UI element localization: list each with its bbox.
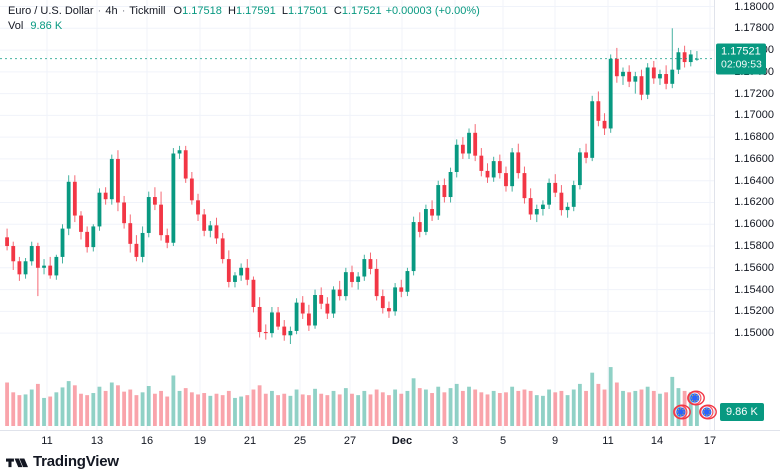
candlestick-series [5,28,699,426]
price-tick-label: 1.18000 [734,0,774,13]
price-tick-label: 1.15200 [734,305,774,318]
time-tick-label: 5 [499,435,507,447]
time-tick-label: 13 [90,435,104,447]
economic-event-marker[interactable] [673,404,691,420]
time-tick-label: 9 [551,435,559,447]
price-scale[interactable]: 1.180001.178001.176001.174001.172001.170… [714,0,780,430]
time-scale[interactable]: 11 13 16 19 21 25 27 Dec 3 5 9 11 14 17 [0,430,780,452]
economic-event-marker[interactable] [687,390,705,406]
price-tick-label: 1.17000 [734,109,774,122]
price-tick-label: 1.16400 [734,174,774,187]
economic-event-marker[interactable] [699,404,717,420]
volume-value-badge: 9.86 K [720,403,764,421]
current-price-value: 1.17521 [721,45,761,58]
price-tick-label: 1.16800 [734,131,774,144]
tradingview-logo-icon [6,458,28,468]
time-tick-label: 16 [140,435,154,447]
price-tick-label: 1.16000 [734,218,774,231]
time-tick-label: 14 [650,435,664,447]
grid-layer [0,0,714,430]
time-tick-label: 11 [602,435,614,447]
time-tick-label: 11 [41,435,53,447]
current-price-badge: 1.17521 02:09:53 [716,43,766,75]
price-tick-label: 1.15400 [734,283,774,296]
price-tick-label: 1.15000 [734,327,774,340]
price-tick-label: 1.15800 [734,240,774,253]
tradingview-branding[interactable]: TradingView [6,452,119,470]
time-tick-label: 17 [703,435,717,447]
price-tick-label: 1.17200 [734,87,774,100]
time-tick-label: 27 [343,435,357,447]
price-line-overlay [0,58,714,60]
price-tick-label: 1.15600 [734,261,774,274]
time-tick-label: Dec [391,435,413,447]
time-tick-label: 21 [243,435,257,447]
chart-plot-area[interactable] [0,0,714,430]
price-tick-label: 1.17800 [734,22,774,35]
time-tick-label: 25 [293,435,307,447]
time-tick-label: 19 [193,435,207,447]
time-tick-label: 3 [451,435,459,447]
price-tick-label: 1.16600 [734,152,774,165]
price-tick-label: 1.16200 [734,196,774,209]
tradingview-wordmark: TradingView [33,452,119,470]
bar-countdown: 02:09:53 [721,58,762,71]
